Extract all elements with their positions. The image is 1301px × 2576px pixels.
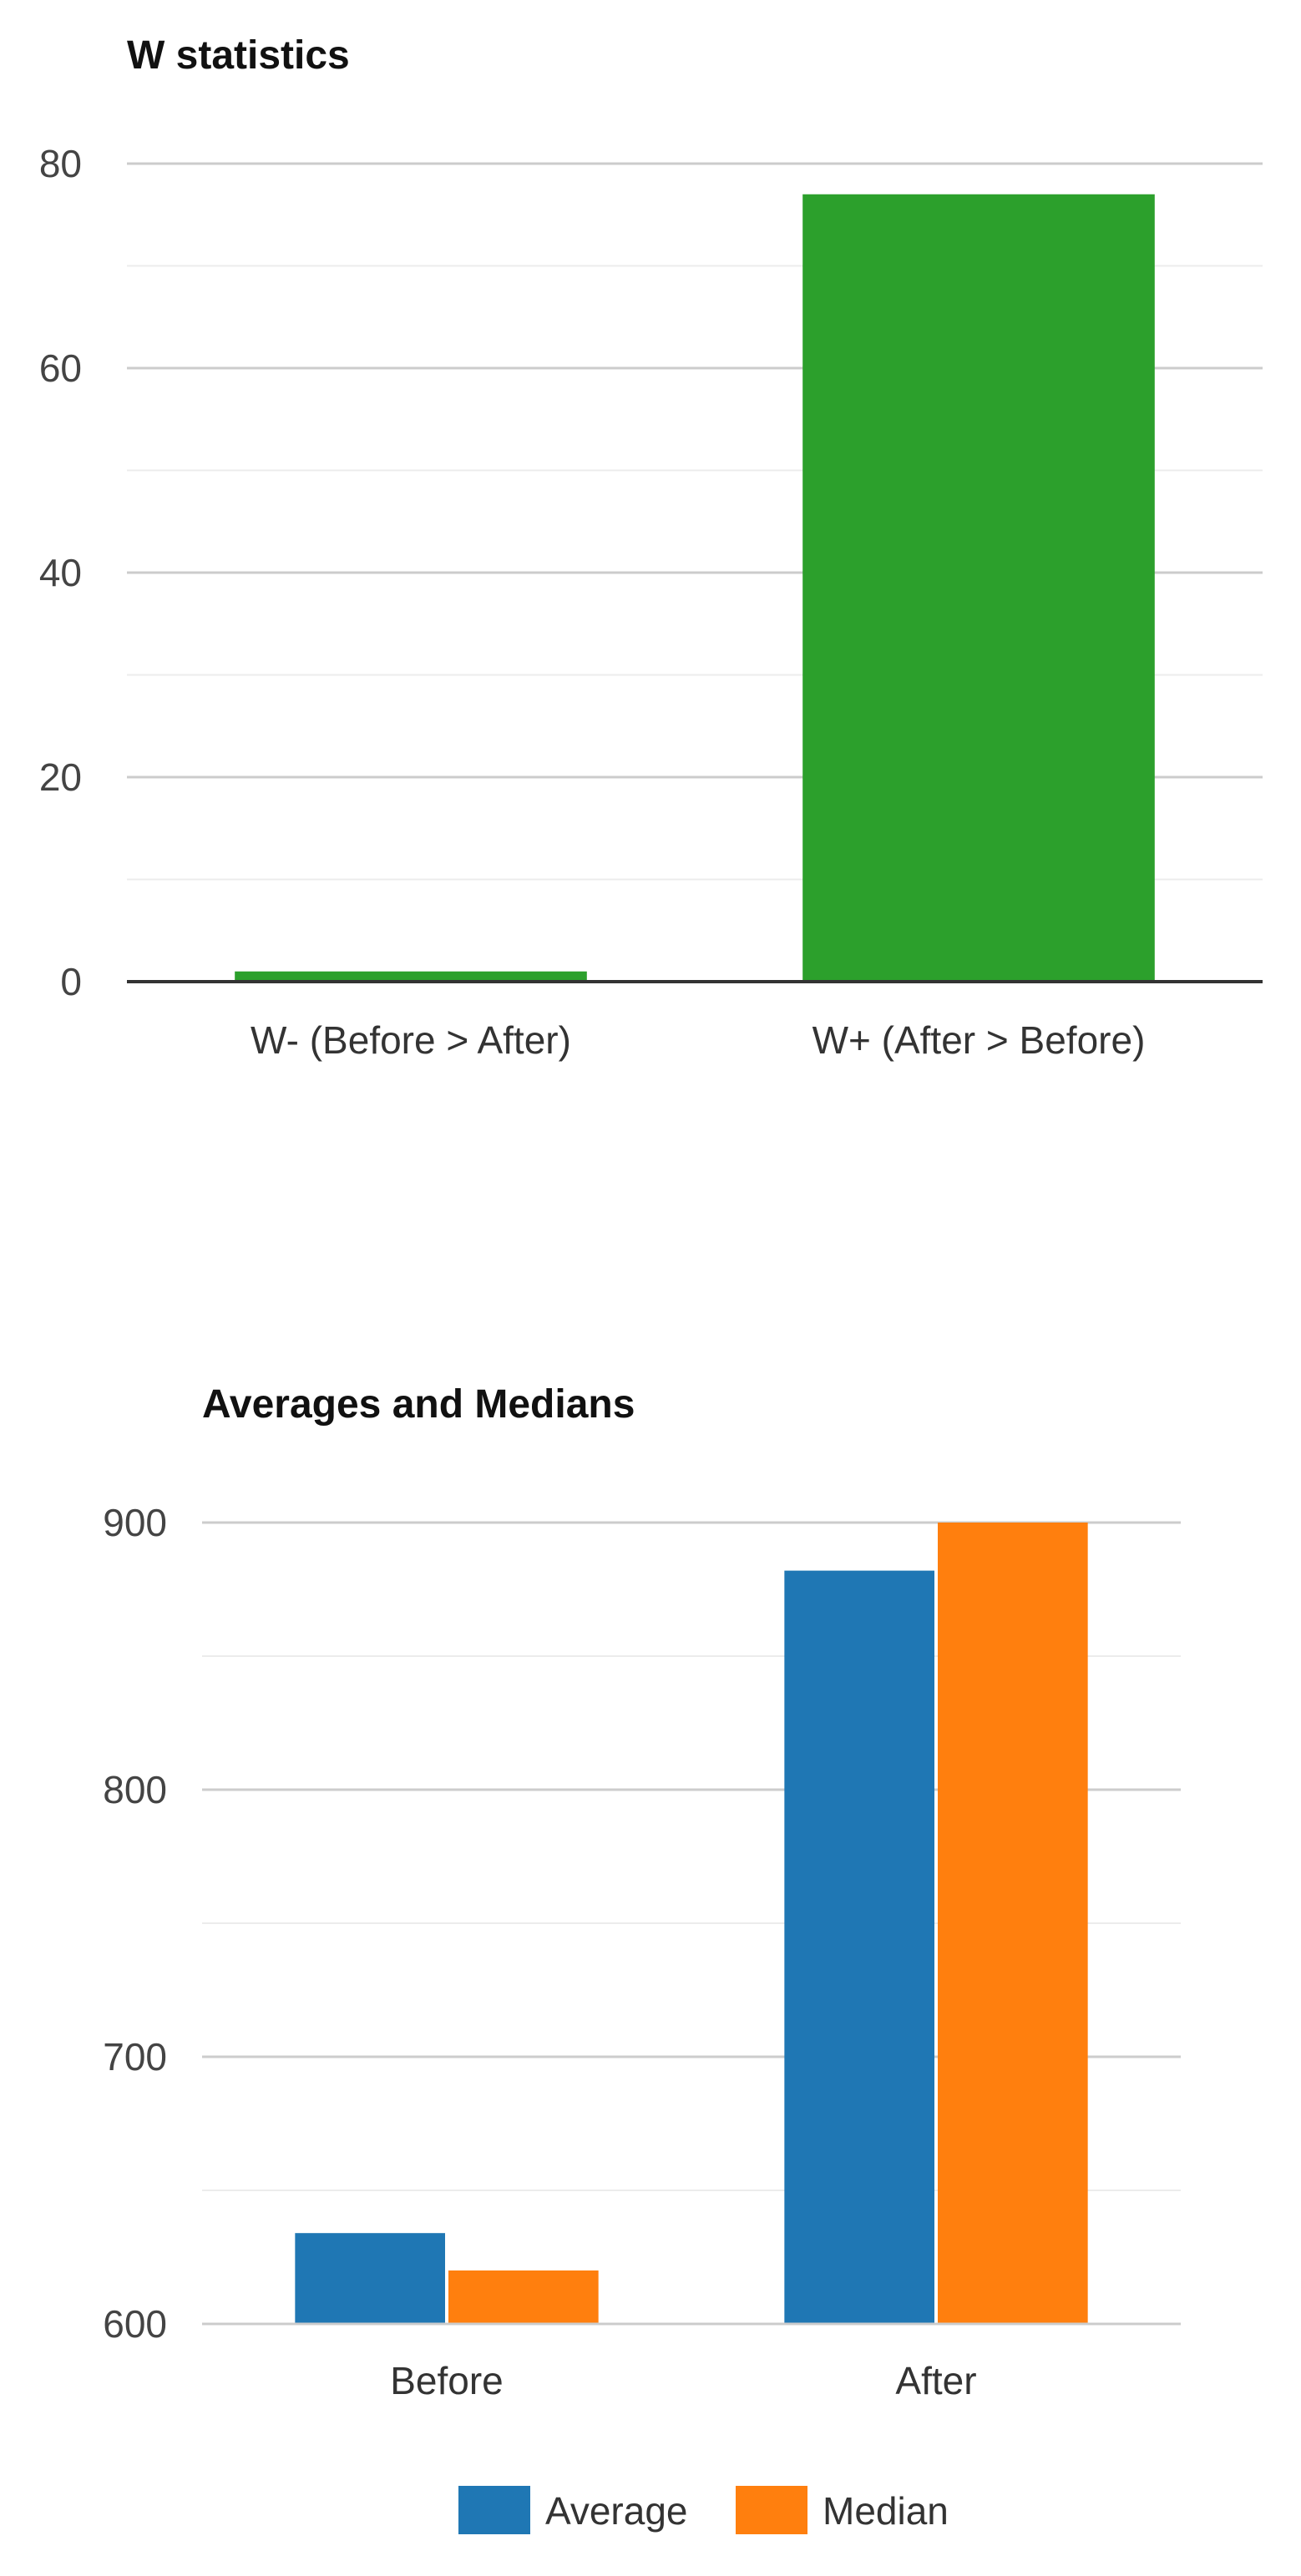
x-axis-categories: Before After	[390, 2359, 976, 2402]
bars	[235, 194, 1155, 982]
x-category-label: W+ (After > Before)	[812, 1018, 1146, 1062]
y-tick-label: 40	[39, 551, 82, 594]
x-axis-categories: W- (Before > After) W+ (After > Before)	[251, 1018, 1145, 1062]
y-axis-ticks: 600 700 800 900	[103, 1501, 167, 2346]
w-statistics-chart: W statistics 0 20 40 60 80 W- (Before > Afte…	[39, 33, 1263, 1062]
bars	[295, 1523, 1088, 2324]
legend-item: Average	[458, 2486, 688, 2534]
gridlines	[127, 162, 1263, 881]
bar-median	[448, 2270, 599, 2324]
averages-medians-chart: Averages and Medians 600 700 800 900 Before…	[103, 1382, 1181, 2534]
y-tick-label: 700	[103, 2035, 167, 2078]
y-tick-label: 0	[60, 960, 82, 1003]
legend: Average Median	[458, 2486, 949, 2534]
bar-average	[784, 1570, 934, 2324]
y-tick-label: 60	[39, 346, 82, 390]
bar	[802, 194, 1155, 982]
y-tick-label: 800	[103, 1768, 167, 1811]
x-category-label: W- (Before > After)	[251, 1018, 571, 1062]
chart-title: W statistics	[127, 33, 350, 78]
bar	[235, 971, 587, 982]
x-category-label: After	[895, 2359, 976, 2402]
y-axis-ticks: 0 20 40 60 80	[39, 142, 82, 1003]
y-tick-label: 600	[103, 2302, 167, 2346]
legend-label: Average	[545, 2489, 688, 2533]
y-tick-label: 80	[39, 142, 82, 185]
bar-median	[938, 1523, 1088, 2324]
legend-swatch	[458, 2486, 530, 2534]
legend-label: Median	[823, 2489, 949, 2533]
chart-title: Averages and Medians	[202, 1382, 635, 1427]
x-category-label: Before	[390, 2359, 504, 2402]
legend-swatch	[736, 2486, 807, 2534]
y-tick-label: 900	[103, 1501, 167, 1544]
bar-average	[295, 2233, 445, 2324]
legend-item: Median	[736, 2486, 949, 2534]
y-tick-label: 20	[39, 755, 82, 799]
